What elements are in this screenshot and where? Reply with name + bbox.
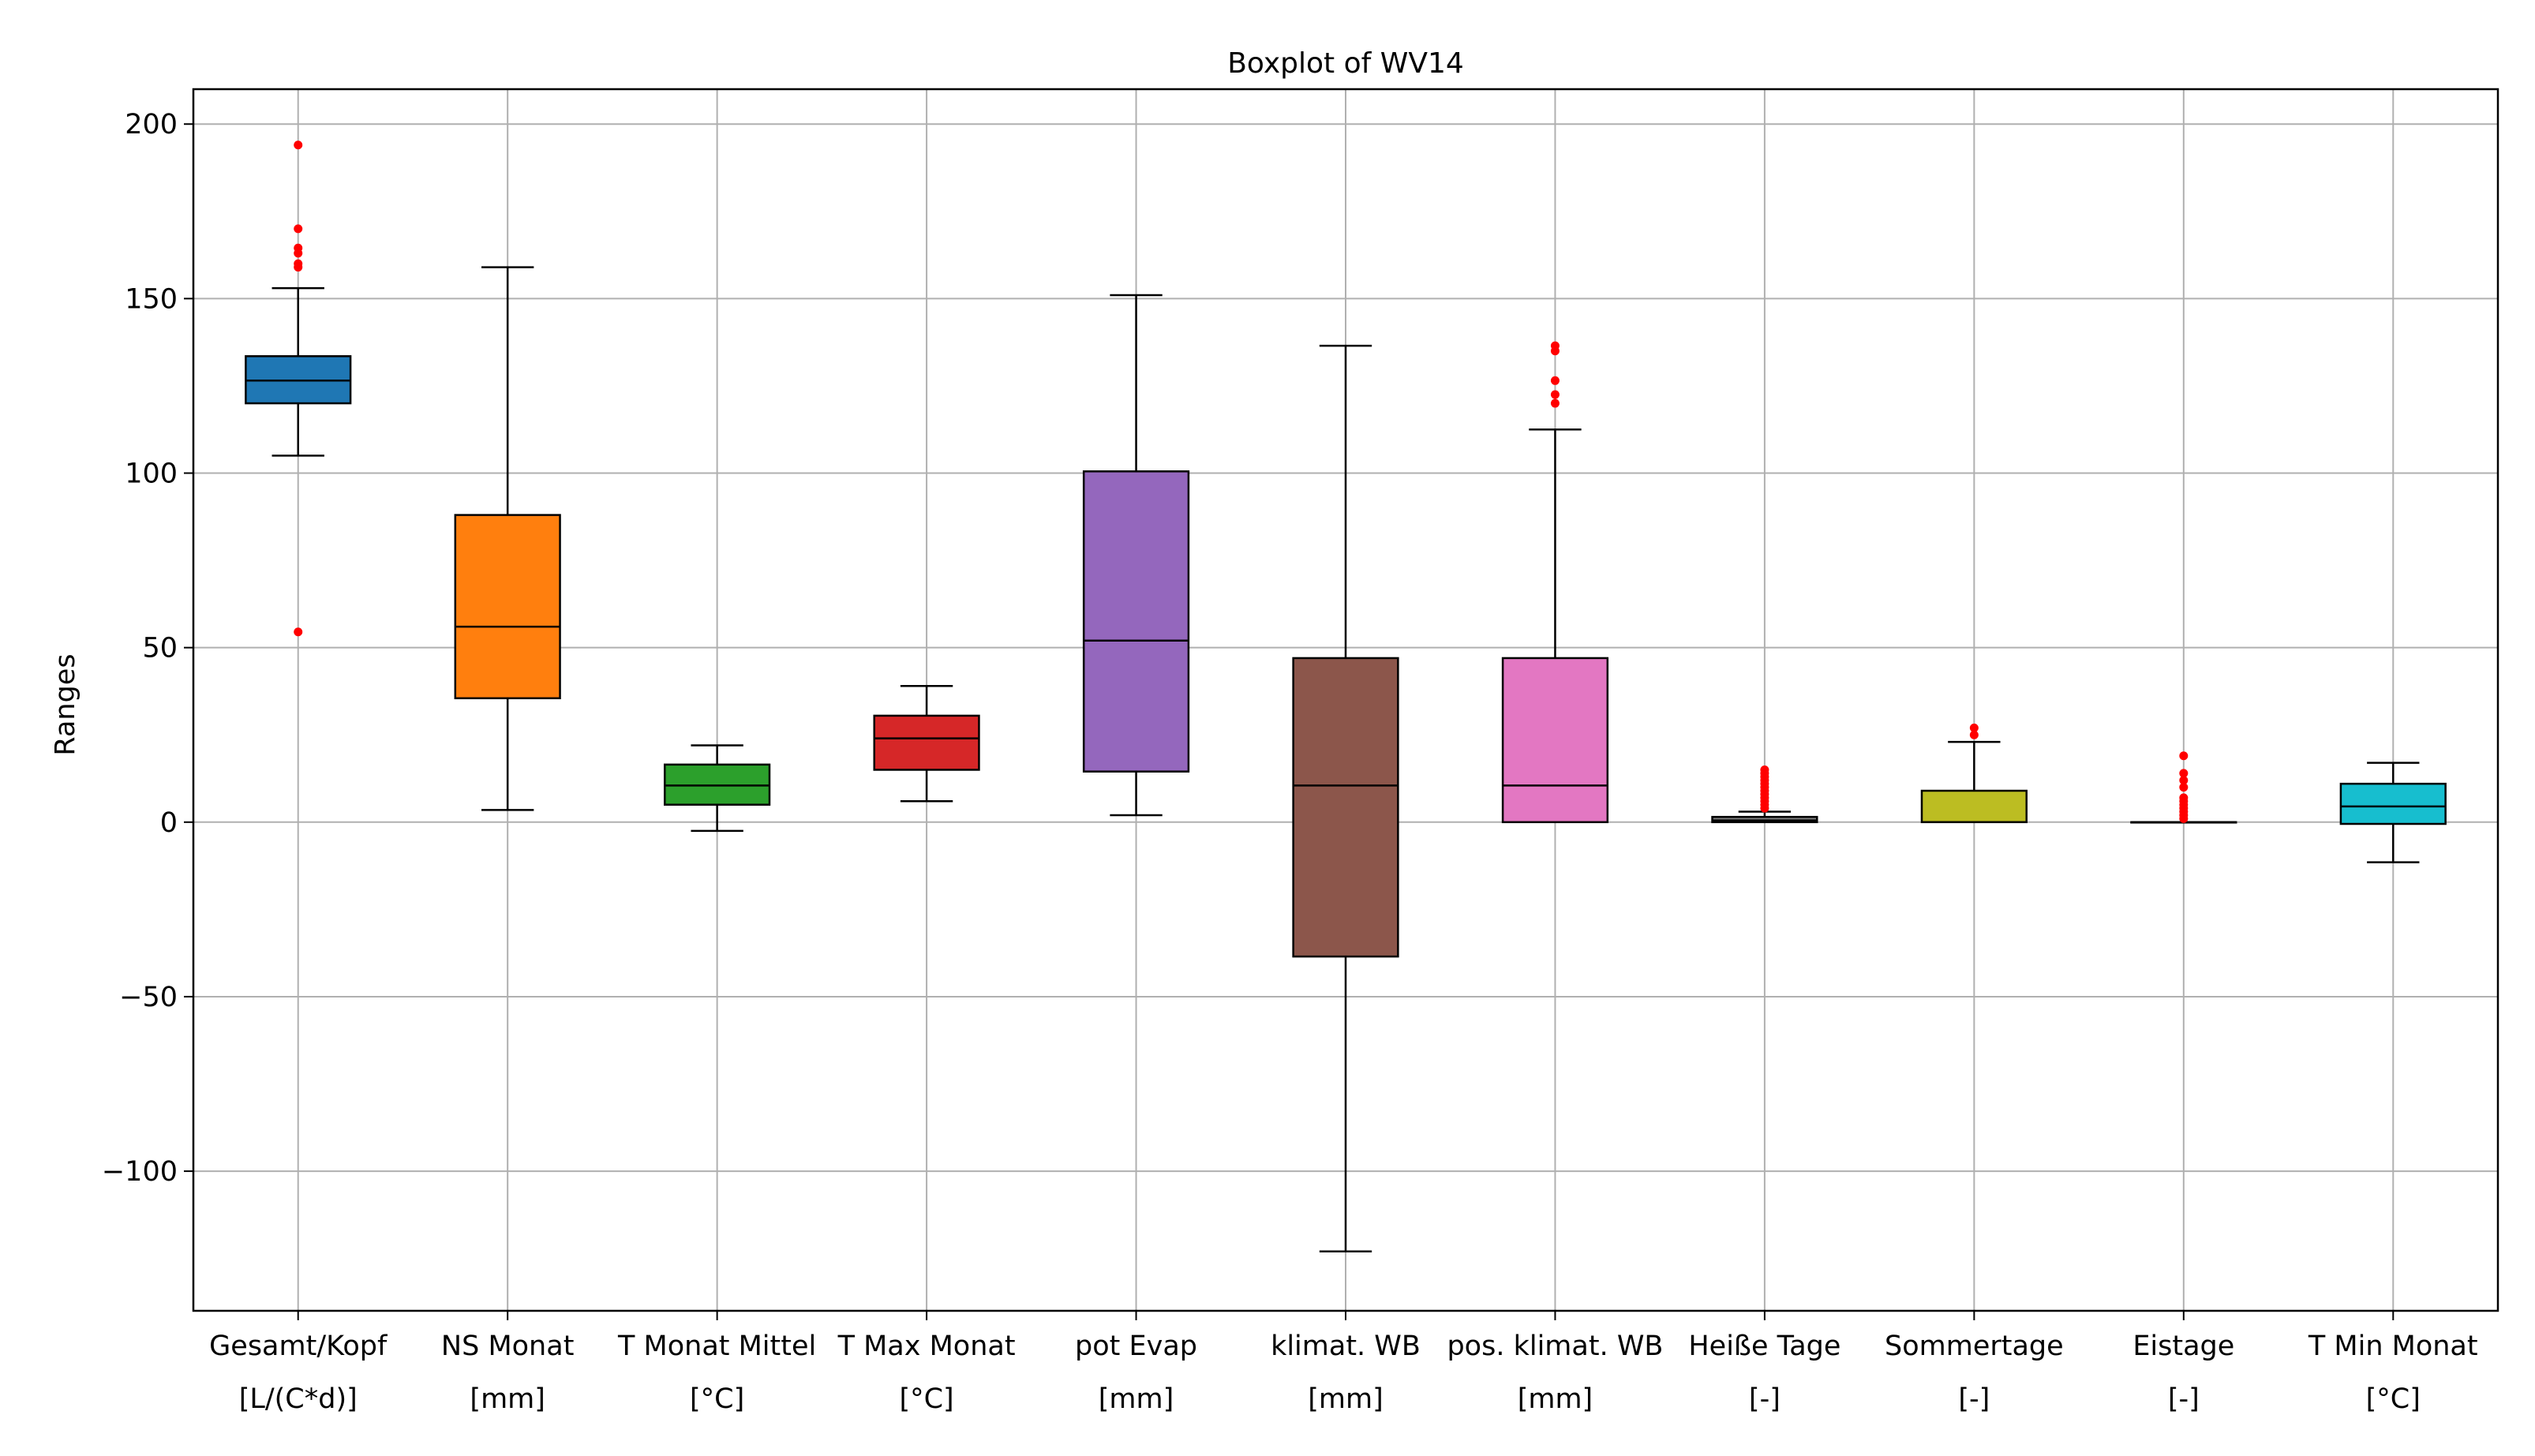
x-tick-unit-label: [L/(C*d)] — [239, 1383, 358, 1415]
outlier-point — [2179, 776, 2189, 785]
x-tick-label: Heiße Tage — [1688, 1331, 1840, 1362]
x-tick-unit-label: [-] — [1958, 1383, 1990, 1415]
y-tick-label: 150 — [125, 283, 178, 315]
box-body — [1501, 657, 1609, 824]
outlier-point — [294, 243, 303, 253]
box-6 — [1501, 341, 1609, 824]
box-5 — [1292, 344, 1399, 1253]
x-tick-label: pot Evap — [1075, 1331, 1197, 1362]
y-tick-label: 50 — [142, 633, 178, 664]
x-tick-unit-label: [mm] — [1518, 1383, 1593, 1415]
box-body — [1082, 470, 1190, 773]
outlier-point — [1760, 765, 1769, 774]
box-4 — [1082, 294, 1190, 817]
x-tick-label: T Max Monat — [837, 1331, 1016, 1362]
x-tick-label: Sommertage — [1885, 1331, 2064, 1362]
outlier-point — [1969, 723, 1979, 732]
box-9 — [2130, 751, 2237, 824]
y-axis: −100 −50 0 50 100 150 200 — [102, 109, 193, 1188]
box-series — [245, 140, 2447, 1253]
x-tick-label: Eistage — [2132, 1331, 2234, 1362]
chart-title: Boxplot of WV14 — [1227, 47, 1464, 80]
x-tick-unit-label: [mm] — [1099, 1383, 1174, 1415]
outlier-point — [2179, 769, 2189, 778]
x-tick-unit-label: [-] — [2168, 1383, 2200, 1415]
x-tick-unit-label: [°C] — [899, 1383, 953, 1415]
outlier-point — [294, 259, 303, 268]
outlier-point — [294, 627, 303, 637]
outlier-point — [1550, 341, 1560, 350]
outlier-point — [1550, 399, 1560, 408]
outlier-point — [1550, 390, 1560, 399]
box-body — [1920, 789, 2028, 824]
y-tick-label: −100 — [102, 1156, 178, 1188]
box-10 — [2339, 762, 2447, 863]
x-tick-label: NS Monat — [441, 1331, 575, 1362]
box-2 — [664, 744, 771, 833]
x-tick-label: pos. klimat. WB — [1447, 1331, 1663, 1362]
x-tick-unit-label: [-] — [1749, 1383, 1780, 1415]
box-body — [2339, 782, 2447, 825]
outlier-point — [2179, 751, 2189, 761]
y-tick-label: 0 — [160, 807, 178, 839]
x-tick-label: klimat. WB — [1271, 1331, 1421, 1362]
outlier-point — [294, 140, 303, 150]
x-tick-unit-label: [°C] — [2366, 1383, 2421, 1415]
y-tick-label: −50 — [119, 982, 178, 1013]
box-1 — [454, 266, 561, 811]
outlier-point — [2179, 793, 2189, 803]
outlier-point — [2179, 783, 2189, 792]
box-8 — [1920, 723, 2028, 824]
y-axis-label: Ranges — [50, 653, 81, 755]
box-0 — [245, 140, 352, 637]
x-tick-unit-label: [mm] — [470, 1383, 545, 1415]
x-axis: Gesamt/Kopf [L/(C*d)] NS Monat [mm] T Monat … — [209, 1311, 2478, 1415]
y-tick-label: 200 — [125, 109, 178, 140]
box-3 — [873, 685, 980, 803]
box-body — [1292, 657, 1399, 958]
x-tick-unit-label: [°C] — [690, 1383, 744, 1415]
box-body — [454, 514, 561, 700]
x-tick-unit-label: [mm] — [1308, 1383, 1384, 1415]
x-tick-label: T Monat Mittel — [617, 1331, 816, 1362]
outlier-point — [294, 224, 303, 234]
box-7 — [1711, 765, 1818, 824]
x-tick-label: T Min Monat — [2308, 1331, 2478, 1362]
outlier-point — [1550, 376, 1560, 385]
outlier-point — [1969, 730, 1979, 739]
x-tick-label: Gesamt/Kopf — [209, 1331, 388, 1362]
y-tick-label: 100 — [125, 459, 178, 490]
box-body — [873, 714, 980, 771]
